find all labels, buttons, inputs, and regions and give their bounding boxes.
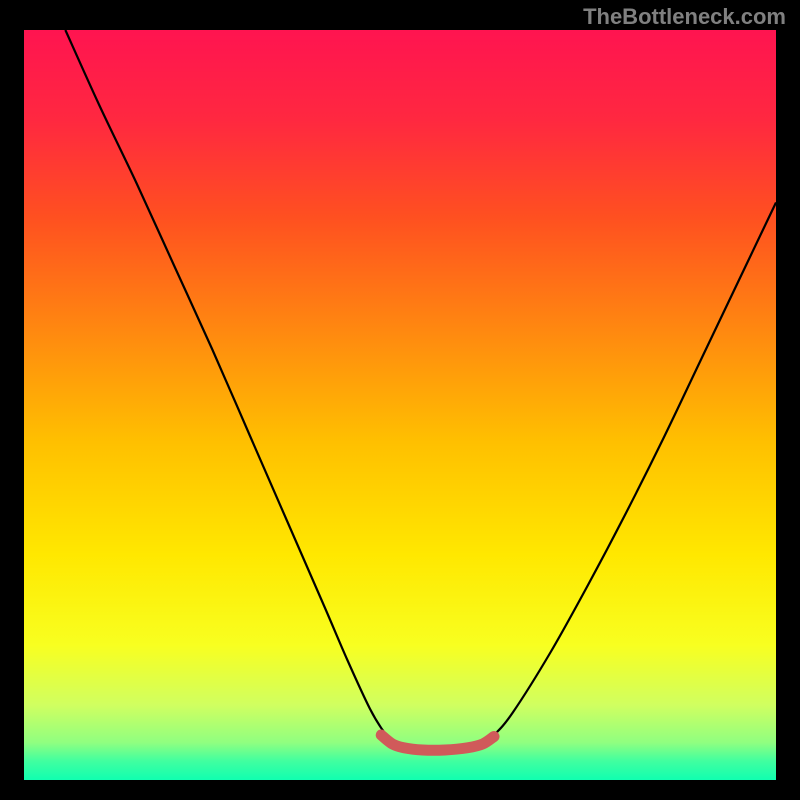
chart-container: TheBottleneck.com: [0, 0, 800, 800]
chart-gradient-background: [24, 30, 776, 780]
bottleneck-chart: [0, 0, 800, 800]
source-watermark: TheBottleneck.com: [583, 4, 786, 30]
